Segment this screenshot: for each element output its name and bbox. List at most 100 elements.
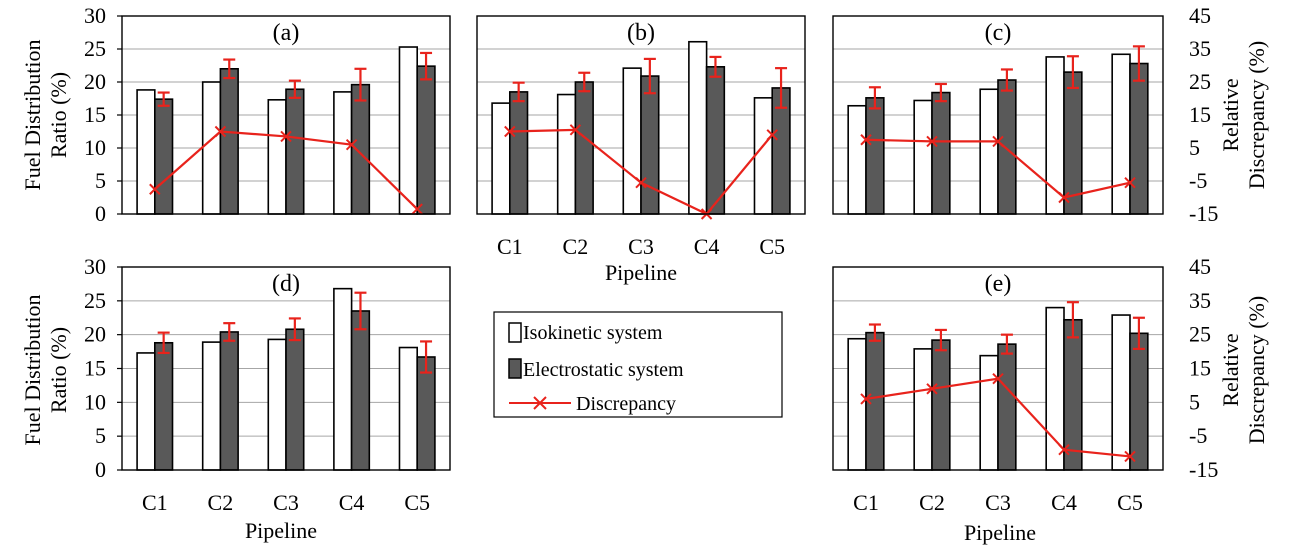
panel-b: C1 C2 C3 C4 C5 (b) xyxy=(476,15,806,259)
x-tick-label: C1 xyxy=(142,490,168,515)
y-tick-label: 10 xyxy=(84,135,106,160)
y-tick-label: 25 xyxy=(84,36,106,61)
xlabel-panel-d: Pipeline xyxy=(245,518,317,543)
discrepancy-marker xyxy=(345,138,358,151)
bar-electrostatic xyxy=(1129,332,1149,471)
left-ylabel-line-2: Ratio (%) xyxy=(46,72,71,158)
right-axis-title-top: Relative Discrepancy (%) xyxy=(1218,41,1269,189)
bar-isokinetic xyxy=(201,81,222,215)
y-tick-label: 20 xyxy=(84,322,106,347)
discrepancy-marker xyxy=(635,176,647,189)
bar-isokinetic xyxy=(398,46,419,215)
panel-c-label: (c) xyxy=(985,20,1012,46)
x-tick-label: C2 xyxy=(208,490,234,515)
x-tick-label: C3 xyxy=(628,234,654,259)
x-tick-label: C3 xyxy=(985,490,1011,515)
y-tick-label: 25 xyxy=(84,288,106,313)
right-axis-title-bottom: Relative Discrepancy (%) xyxy=(1218,296,1269,444)
x-tick-label: C4 xyxy=(1051,490,1077,515)
bar-isokinetic xyxy=(267,338,287,471)
plot-frame xyxy=(832,15,1164,215)
y-tick-label: 5 xyxy=(95,168,106,193)
discrepancy-marker xyxy=(860,393,872,405)
y-tick-label: 30 xyxy=(84,3,106,28)
legend-label-isokinetic: Isokinetic system xyxy=(523,322,663,344)
y2-tick-label: -15 xyxy=(1189,457,1218,482)
left-ylabel-line-2: Ratio (%) xyxy=(46,327,71,413)
y-tick-label: 10 xyxy=(84,389,106,414)
bar-electrostatic xyxy=(350,83,371,215)
y2-tick-label: 35 xyxy=(1189,288,1211,313)
bar-isokinetic xyxy=(556,93,577,215)
bar-electrostatic xyxy=(931,91,951,215)
bar-electrostatic xyxy=(154,98,174,215)
x-tick-label: C4 xyxy=(694,234,720,259)
left-axis-title-top: Fuel Distribution Ratio (%) xyxy=(20,40,71,191)
bar-electrostatic xyxy=(219,331,239,471)
bar-isokinetic xyxy=(847,104,867,215)
legend-label-electrostatic: Electrostatic system xyxy=(523,359,684,381)
bar-isokinetic xyxy=(979,88,999,215)
bar-electrostatic xyxy=(154,341,174,471)
bar-electrostatic xyxy=(640,75,660,215)
legend-swatch-isokinetic xyxy=(508,322,522,343)
bar-electrostatic xyxy=(416,65,436,215)
x-tick-label: C1 xyxy=(497,234,523,259)
discrepancy-marker xyxy=(926,135,938,148)
bar-electrostatic xyxy=(997,343,1017,471)
y-tick-label: 5 xyxy=(95,423,106,448)
bar-isokinetic xyxy=(491,102,511,215)
plot-frame xyxy=(832,266,1164,471)
bar-isokinetic xyxy=(398,346,419,471)
xlabel-panel-b: Pipeline xyxy=(605,260,677,285)
right-ylabel-line-2: Discrepancy (%) xyxy=(1244,296,1269,444)
y2-tick-label: 15 xyxy=(1189,102,1211,127)
y2-tick-label: 45 xyxy=(1189,254,1211,279)
bar-electrostatic xyxy=(219,68,239,215)
plot-frame xyxy=(476,15,806,215)
bar-electrostatic xyxy=(1129,62,1149,215)
x-tick-label: C4 xyxy=(339,490,365,515)
discrepancy-marker xyxy=(149,183,161,195)
bar-electrostatic xyxy=(574,81,594,215)
bar-isokinetic xyxy=(333,91,353,215)
discrepancy-marker xyxy=(411,203,423,215)
right-ylabel-line-1: Relative xyxy=(1218,78,1243,151)
bar-electrostatic xyxy=(350,310,371,471)
bar-electrostatic xyxy=(416,356,436,471)
bar-isokinetic xyxy=(136,89,156,215)
y2-tick-label: 25 xyxy=(1189,322,1211,347)
discrepancy-marker xyxy=(992,372,1004,385)
bar-electrostatic xyxy=(931,339,951,471)
panel-d: 0 5 10 15 20 25 30 C1 C2 C3 C4 C5 (d) xyxy=(84,254,451,515)
bar-isokinetic xyxy=(913,99,933,215)
discrepancy-marker xyxy=(860,134,872,146)
x-tick-label: C1 xyxy=(853,490,879,515)
y-tick-label: 15 xyxy=(84,356,106,381)
bar-electrostatic xyxy=(285,88,305,215)
y2-tick-label: 25 xyxy=(1189,69,1211,94)
discrepancy-marker xyxy=(569,124,582,136)
discrepancy-marker xyxy=(504,125,516,138)
x-tick-label: C2 xyxy=(563,234,589,259)
discrepancy-marker xyxy=(926,383,938,395)
bar-isokinetic xyxy=(201,341,222,471)
x-tick-label: C2 xyxy=(919,490,945,515)
right-ylabel-line-1: Relative xyxy=(1218,333,1243,406)
y2-tick-label: -5 xyxy=(1189,168,1207,193)
bar-electrostatic xyxy=(705,66,726,215)
bar-isokinetic xyxy=(913,348,933,471)
bar-isokinetic xyxy=(1111,53,1131,215)
discrepancy-marker xyxy=(1124,450,1136,463)
panel-a: 0 5 10 15 20 25 30 (a) xyxy=(84,3,451,226)
bar-isokinetic xyxy=(753,97,773,215)
y-tick-label: 30 xyxy=(84,254,106,279)
bar-electrostatic xyxy=(1063,71,1083,215)
y2-tick-label: -15 xyxy=(1189,201,1218,226)
discrepancy-marker xyxy=(1058,443,1070,456)
xlabel-panel-e: Pipeline xyxy=(964,520,1036,545)
discrepancy-marker xyxy=(766,129,778,141)
panel-e: -15 -5 5 15 25 35 45 C1 C2 C3 C4 C5 (e) xyxy=(832,254,1218,515)
legend-frame xyxy=(493,311,783,418)
